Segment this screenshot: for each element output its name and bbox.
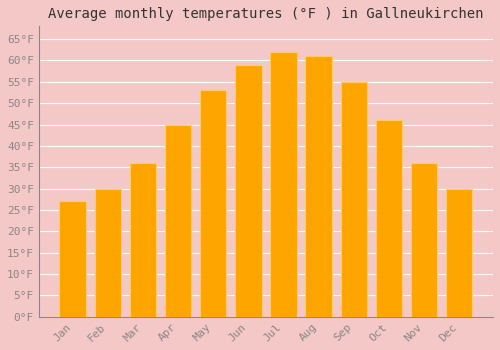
Bar	[376, 120, 402, 317]
Bar	[446, 189, 472, 317]
Bar	[94, 189, 121, 317]
Bar	[200, 90, 226, 317]
Bar	[340, 82, 367, 317]
Title: Average monthly temperatures (°F ) in Gallneukirchen: Average monthly temperatures (°F ) in Ga…	[48, 7, 484, 21]
Bar	[270, 52, 296, 317]
Bar	[235, 65, 262, 317]
Bar	[130, 163, 156, 317]
Bar	[411, 163, 438, 317]
Bar	[60, 202, 86, 317]
Bar	[306, 56, 332, 317]
Bar	[165, 125, 191, 317]
